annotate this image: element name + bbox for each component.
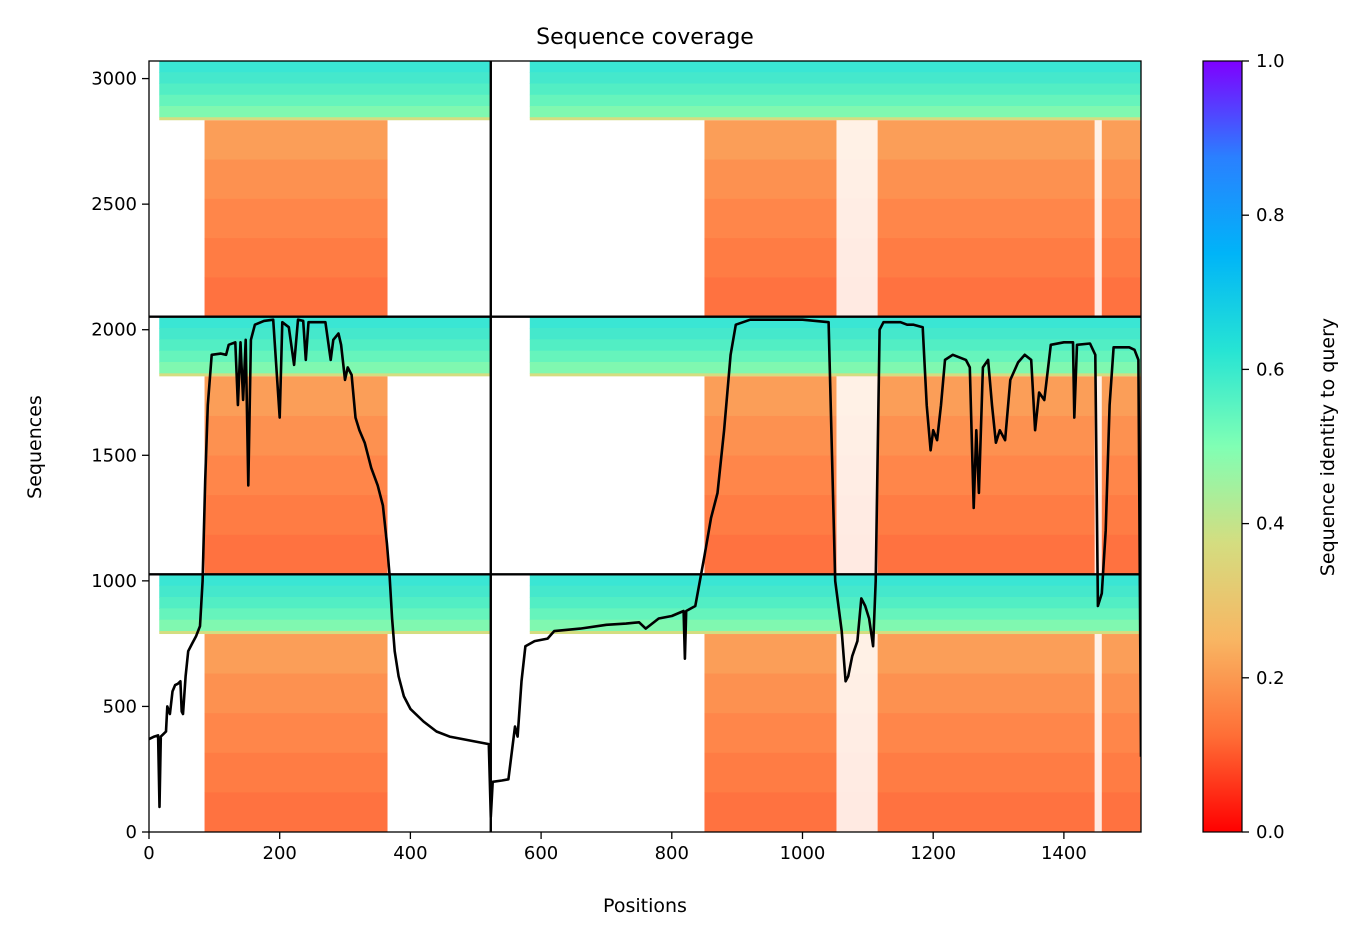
x-tick-label: 1000 (780, 843, 826, 864)
y-tick-label: 0 (126, 822, 137, 843)
x-tick-label: 600 (524, 843, 558, 864)
y-tick-label: 1000 (91, 571, 137, 592)
colorbar-axis: 0.0 0.2 0.4 0.6 0.8 1.0 (1242, 51, 1285, 843)
coverage-block-middle-left (159, 316, 491, 575)
colorbar-label: Sequence identity to query (1317, 318, 1339, 576)
x-tick-label: 0 (143, 843, 154, 864)
colorbar-tick-label: 1.0 (1256, 51, 1285, 72)
colorbar-tick-label: 0.0 (1256, 822, 1285, 843)
colorbar-tick-label: 0.6 (1256, 359, 1285, 380)
chart-title: Sequence coverage (536, 25, 754, 50)
y-tick-label: 3000 (91, 69, 137, 90)
y-axis-label: Sequences (24, 395, 46, 499)
coverage-block-lower-left (159, 574, 491, 832)
coverage-heatmap (159, 61, 1141, 832)
x-tick-label: 1200 (910, 843, 956, 864)
x-tick-label: 200 (263, 843, 297, 864)
y-tick-label: 500 (103, 696, 137, 717)
colorbar-tick-label: 0.4 (1256, 514, 1285, 535)
y-tick-label: 1500 (91, 445, 137, 466)
coverage-line (149, 318, 1141, 819)
x-tick-label: 400 (393, 843, 427, 864)
plot-frame (148, 60, 1142, 833)
coverage-block-upper-left (159, 61, 491, 318)
y-tick-label: 2000 (91, 320, 137, 341)
x-tick-label: 1400 (1041, 843, 1087, 864)
block-separators (149, 61, 1141, 832)
coverage-block-middle-right (529, 316, 1141, 575)
colorbar (1202, 60, 1243, 833)
colorbar-tick-label: 0.8 (1256, 205, 1285, 226)
coverage-block-upper-right (529, 61, 1141, 318)
plot-area (149, 61, 1141, 832)
y-tick-label: 2500 (91, 194, 137, 215)
coverage-block-lower-right (529, 574, 1141, 832)
x-tick-label: 800 (655, 843, 689, 864)
x-axis: 0 200 400 600 800 1000 1200 1400 (143, 832, 1087, 864)
x-axis-label: Positions (603, 895, 687, 917)
colorbar-tick-label: 0.2 (1256, 668, 1285, 689)
y-axis: 0 500 1000 1500 2000 2500 3000 (91, 69, 149, 843)
